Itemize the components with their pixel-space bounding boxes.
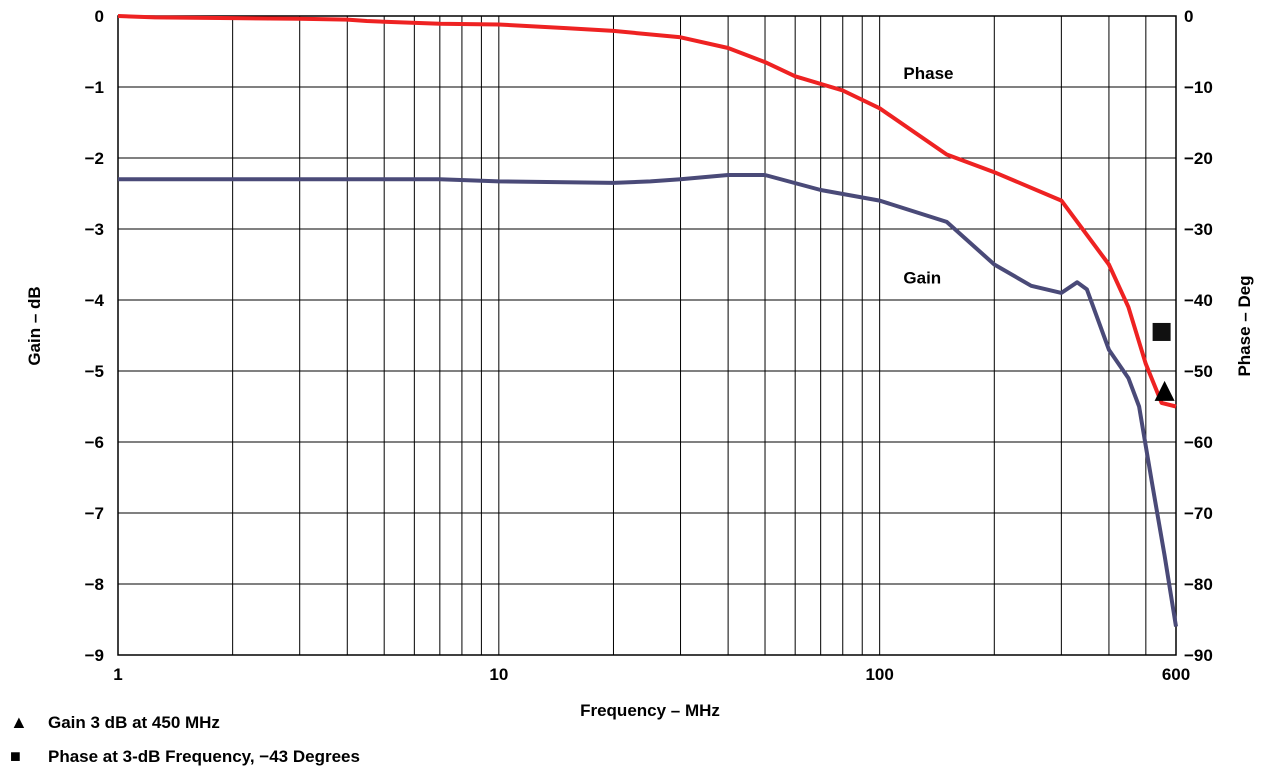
square-icon: ■ (10, 746, 21, 766)
x-axis-title: Frequency – MHz (580, 701, 720, 720)
x-tick: 1 (113, 665, 122, 684)
y-tick-right: −40 (1184, 291, 1213, 310)
plot-frame (117, 15, 1177, 656)
markers (1152, 322, 1175, 401)
series-line-phase (117, 14, 1177, 409)
y-tick-right: −30 (1184, 220, 1213, 239)
gain-3db-marker (1154, 380, 1175, 401)
x-tick: 10 (489, 665, 508, 684)
tick-labels: 0−1−2−3−4−5−6−7−8−90−10−20−30−40−50−60−7… (85, 7, 1213, 684)
phase-3db-marker (1152, 322, 1171, 341)
y-tick-right: −10 (1184, 78, 1213, 97)
legend-phase: ■ Phase at 3-dB Frequency, −43 Degrees (10, 746, 360, 767)
y-tick-left: −6 (85, 433, 104, 452)
y-tick-right: −80 (1184, 575, 1213, 594)
y-tick-left: −7 (85, 504, 104, 523)
y-tick-left: −5 (85, 362, 104, 381)
legend-gain: ▲ Gain 3 dB at 450 MHz (10, 712, 220, 733)
x-tick: 100 (865, 665, 893, 684)
legend-phase-text: Phase at 3-dB Frequency, −43 Degrees (48, 746, 360, 766)
y-tick-left: −2 (85, 149, 104, 168)
y-tick-left: 0 (95, 7, 104, 26)
triangle-icon: ▲ (10, 712, 28, 732)
series-line-gain (118, 173, 1178, 627)
x-tick: 600 (1162, 665, 1190, 684)
series-label-gain: Gain (903, 268, 941, 287)
y-tick-left: −1 (85, 78, 104, 97)
y-axis-right-title: Phase – Deg (1235, 275, 1254, 376)
y-tick-right: 0 (1184, 7, 1193, 26)
y-axis-left-title: Gain – dB (25, 286, 44, 365)
y-tick-right: −50 (1184, 362, 1213, 381)
series-label-phase: Phase (903, 64, 953, 83)
grid (117, 15, 1177, 656)
y-tick-left: −9 (85, 646, 104, 665)
y-tick-left: −3 (85, 220, 104, 239)
y-tick-right: −70 (1184, 504, 1213, 523)
y-tick-right: −60 (1184, 433, 1213, 452)
y-tick-right: −20 (1184, 149, 1213, 168)
series-lines: Phase Gain (117, 14, 1178, 627)
y-tick-right: −90 (1184, 646, 1213, 665)
legend-gain-text: Gain 3 dB at 450 MHz (48, 712, 220, 732)
y-tick-left: −8 (85, 575, 104, 594)
y-tick-left: −4 (85, 291, 105, 310)
